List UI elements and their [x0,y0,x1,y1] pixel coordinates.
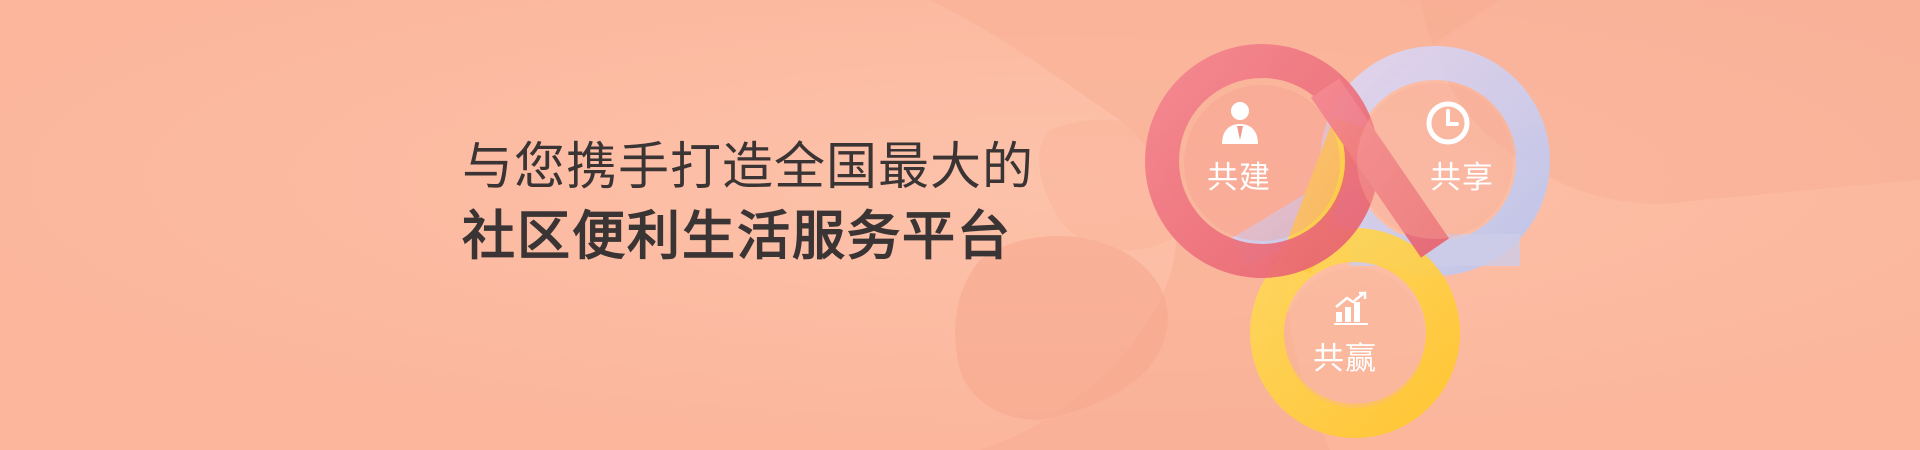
headline-line-2: 社区便利生活服务平台 [462,206,1012,267]
co-build-share-win-logo [1145,44,1550,438]
clock-icon [1426,101,1470,145]
headline-line-1: 与您携手打造全国最大的 [462,138,1035,197]
build-label: 共建 [1207,160,1271,196]
build-loop [1145,44,1450,278]
share-label: 共享 [1430,160,1494,196]
win-label: 共赢 [1313,341,1377,377]
person-icon [1222,102,1258,144]
headline: 与您携手打造全国最大的 社区便利生活服务平台 [462,138,1034,272]
growth-chart-icon [1334,291,1368,325]
